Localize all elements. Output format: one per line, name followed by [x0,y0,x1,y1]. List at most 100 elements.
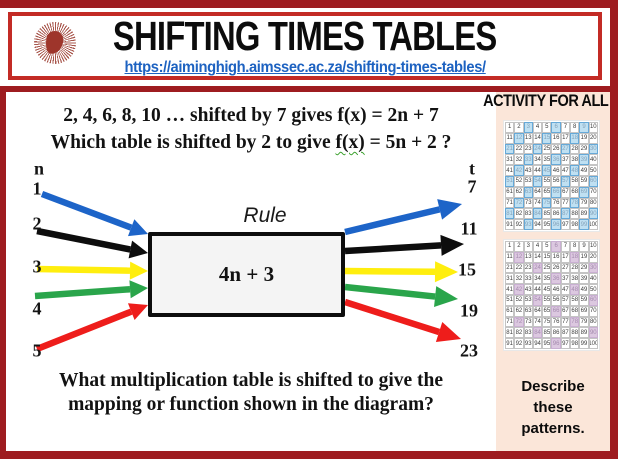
grid-cell: 85 [542,208,552,220]
grid-cell: 37 [560,154,571,166]
grid-cell: 80 [588,197,598,209]
grid-cell: 45 [542,165,552,176]
grid-cell: 13 [523,251,533,263]
aimssec-logo-icon [34,22,76,64]
grid-cell: 45 [542,284,552,295]
grid-cell: 95 [542,219,552,230]
grid-cell: 59 [579,175,589,187]
main-content-box: 2, 4, 6, 8, 10 … shifted by 7 gives f(x)… [0,86,618,459]
grid-cell: 63 [523,186,533,198]
grid-cell: 28 [570,143,580,155]
grid-cell: 25 [542,143,552,155]
grid-cell: 34 [532,154,543,166]
grid-cell: 97 [560,338,571,349]
grid-cell: 5 [542,122,552,133]
grid-cell: 47 [560,284,571,295]
output-value: 15 [458,259,476,280]
grid-cell: 96 [551,219,561,230]
grid-cell: 86 [551,327,561,339]
grid-cell: 71 [505,316,515,328]
grid-cell: 23 [523,143,533,155]
grid-cell: 64 [532,305,543,317]
grid-cell: 80 [588,316,598,328]
grid-cell: 6 [551,122,561,133]
grid-cell: 29 [579,143,589,155]
grid-cell: 56 [551,175,561,187]
source-link[interactable]: https://aiminghigh.aimssec.ac.za/shiftin… [124,59,486,76]
grid-cell: 11 [505,132,515,144]
grid-cell: 70 [588,305,598,317]
grid-cell: 100 [588,219,598,230]
input-value: 4 [32,298,42,319]
grid-cell: 50 [588,284,598,295]
grid-cell: 14 [532,132,543,144]
grid-cell: 65 [542,305,552,317]
question-line-1: 2, 4, 6, 8, 10 … shifted by 7 gives f(x)… [63,105,439,126]
grid-cell: 67 [560,305,571,317]
grid-cell: 92 [514,338,524,349]
grid-cell: 38 [570,154,580,166]
input-value: 5 [32,340,42,361]
grid-cell: 78 [570,197,580,209]
input-value: 2 [32,213,42,234]
grid-cell: 16 [551,251,561,263]
grid-cell: 17 [560,132,571,144]
intro-questions: 2, 4, 6, 8, 10 … shifted by 7 gives f(x)… [6,102,496,156]
grid-cell: 4 [532,241,543,252]
grid-cell: 52 [514,175,524,187]
grid-cell: 10 [588,122,598,133]
grid-cell: 57 [560,294,571,306]
grid-cell: 18 [570,251,580,263]
output-value: 7 [467,176,477,197]
grid-cell: 29 [579,262,589,274]
grid-cell: 56 [551,294,561,306]
grid-cell: 91 [505,338,515,349]
grid-cell: 39 [579,273,589,285]
grid-cell: 33 [523,154,533,166]
grid-cell: 52 [514,294,524,306]
input-value: 3 [32,256,42,277]
grid-cell: 66 [551,305,561,317]
grid-cell: 32 [514,273,524,285]
output-value: 23 [460,340,478,361]
hundred-grid-multiples-of-3: 1 2 3 4 5 6 7 8 9 10 11 12 13 14 15 16 17 18 19 20 21 22 23 24 2… [504,121,599,231]
grid-cell: 20 [588,132,598,144]
grid-cell: 75 [542,197,552,209]
grid-cell: 8 [570,241,580,252]
grid-cell: 44 [532,284,543,295]
grid-cell: 76 [551,197,561,209]
grid-cell: 51 [505,175,515,187]
grid-cell: 73 [523,197,533,209]
top-red-strip [0,0,618,8]
grid-cell: 12 [514,251,524,263]
grid-cell: 15 [542,251,552,263]
grid-cell: 21 [505,143,515,155]
grid-cell: 87 [560,327,571,339]
grid-cell: 88 [570,208,580,220]
grid-cell: 2 [514,122,524,133]
grid-cell: 98 [570,338,580,349]
grid-cell: 47 [560,165,571,176]
grid-cell: 61 [505,186,515,198]
grid-cell: 77 [560,197,571,209]
grid-cell: 53 [523,294,533,306]
grid-cell: 94 [532,219,543,230]
grid-cell: 73 [523,316,533,328]
grid-cell: 34 [532,273,543,285]
grid-cell: 95 [542,338,552,349]
grid-cell: 42 [514,165,524,176]
describe-patterns-caption: Describe these patterns. [521,378,585,437]
grid-cell: 5 [542,241,552,252]
grid-cell: 48 [570,165,580,176]
grid-cell: 84 [532,208,543,220]
grid-cell: 28 [570,262,580,274]
grid-cell: 36 [551,273,561,285]
grid-cell: 16 [551,132,561,144]
grid-cell: 30 [588,262,598,274]
grid-cell: 82 [514,327,524,339]
grid-cell: 32 [514,154,524,166]
grid-cell: 75 [542,316,552,328]
grid-cell: 44 [532,165,543,176]
grid-cell: 89 [579,327,589,339]
grid-cell: 60 [588,294,598,306]
